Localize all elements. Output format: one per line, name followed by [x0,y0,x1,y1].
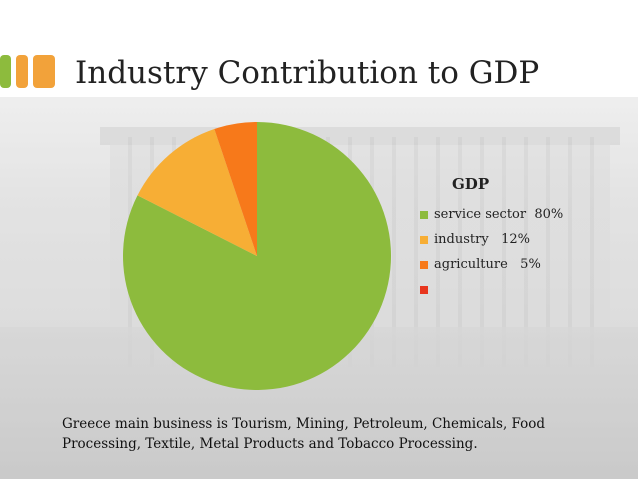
chart-legend: service sector 80% industry 12% agricult… [420,202,563,302]
title-accent-bar-3 [33,55,55,88]
legend-label-agriculture: agriculture [434,257,508,272]
legend-item-service-sector: service sector 80% [420,202,563,227]
legend-swatch-service-sector [420,210,428,219]
legend-title: GDP [452,175,490,193]
pie-slice-industry [137,128,257,256]
pie-slice-agriculture [214,122,257,256]
title-accent-bar-1 [0,55,11,88]
legend-item-empty [420,277,563,302]
slide-caption: Greece main business is Tourism, Mining,… [62,416,546,452]
slide-title: Industry Contribution to GDP [75,55,540,91]
title-accent-bar-2 [16,55,28,88]
legend-label-industry: industry [434,232,489,247]
legend-value-service-sector: 80% [534,207,564,222]
background-photo [0,97,638,479]
legend-value-industry: 12% [501,232,530,247]
legend-label-service-sector: service sector [434,207,527,222]
legend-swatch-industry [420,235,428,244]
legend-item-industry: industry 12% [420,227,563,252]
legend-swatch-empty [420,285,428,294]
legend-swatch-agriculture [420,260,428,269]
legend-value-agriculture: 5% [520,257,541,272]
legend-item-agriculture: agriculture 5% [420,252,563,277]
